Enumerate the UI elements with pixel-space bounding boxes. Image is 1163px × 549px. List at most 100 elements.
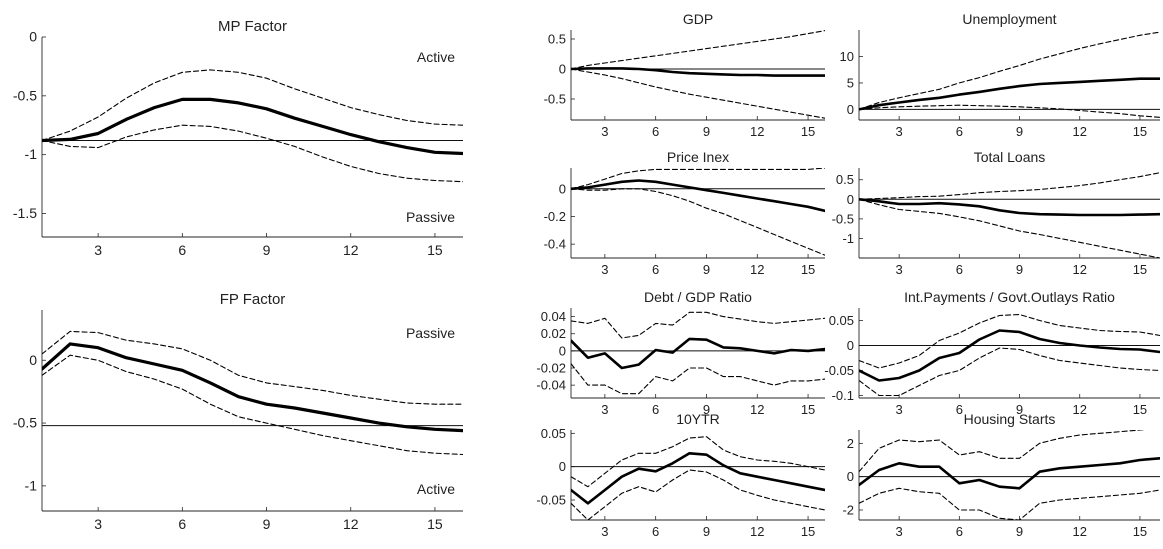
y-tick-label: 0: [559, 459, 566, 474]
panel-9: 10YTR 3 6 9 12 15 0.05 0 -0.05: [536, 411, 825, 539]
lower-band-line: [859, 198, 1160, 258]
x-tick-label: 15: [427, 242, 443, 258]
panel-3: GDP 3 6 9 12 15 0.5 0 -0.5: [544, 11, 825, 139]
y-tick-label: 0: [559, 62, 566, 77]
x-tick-label: 6: [178, 516, 186, 532]
y-tick-label: 0: [29, 29, 37, 45]
upper-band-line: [42, 69, 463, 142]
x-tick-label: 9: [703, 124, 710, 139]
x-tick-label: 6: [652, 262, 659, 277]
panel-title: Total Loans: [974, 149, 1046, 165]
lower-band-line: [42, 354, 463, 456]
panel-title: MP Factor: [218, 18, 287, 35]
panel-2: FP Factor 3 6 9 12 15 0 -0.5 -1 Passive Active: [13, 291, 463, 532]
y-tick-label: 5: [847, 75, 854, 90]
lower-band-line: [571, 188, 825, 256]
y-tick-label: 0.05: [541, 426, 566, 441]
lower-band-line: [859, 487, 1160, 520]
y-tick-label: -0.05: [536, 493, 566, 508]
panel-7: Debt / GDP Ratio 3 6 9 12 15 0.04 0.02 0 -0.02 -0.…: [536, 289, 825, 417]
y-tick-label: 2: [847, 436, 854, 451]
x-tick-label: 15: [801, 124, 815, 139]
upper-band-line: [571, 30, 825, 70]
x-tick-label: 3: [601, 124, 608, 139]
y-tick-label: 0: [559, 181, 566, 196]
x-tick-label: 3: [896, 524, 903, 539]
median-response-line: [859, 456, 1160, 490]
y-tick-label: 0.5: [836, 172, 854, 187]
median-response-line: [42, 342, 463, 433]
x-tick-label: 9: [263, 516, 271, 532]
x-tick-label: 6: [652, 402, 659, 417]
x-tick-label: 15: [1133, 402, 1147, 417]
y-tick-label: -1: [842, 231, 854, 246]
y-tick-label: -1: [25, 477, 38, 493]
panel-title: Unemployment: [962, 11, 1056, 27]
x-tick-label: 12: [750, 262, 764, 277]
x-tick-label: 15: [1133, 524, 1147, 539]
upper-band-line: [859, 313, 1160, 369]
x-tick-label: 6: [178, 242, 186, 258]
x-tick-label: 3: [896, 402, 903, 417]
y-tick-label: -1.5: [13, 205, 37, 221]
x-tick-label: 12: [750, 402, 764, 417]
x-tick-label: 15: [801, 262, 815, 277]
x-tick-label: 15: [801, 402, 815, 417]
y-tick-label: -0.5: [13, 415, 37, 431]
y-tick-label: -0.5: [832, 211, 854, 226]
x-tick-label: 3: [601, 524, 608, 539]
x-tick-label: 9: [703, 524, 710, 539]
upper-band-line: [571, 168, 825, 190]
upper-band-line: [571, 436, 825, 488]
regime-annotation: Active: [417, 49, 455, 65]
x-tick-label: 6: [652, 124, 659, 139]
upper-band-line: [859, 172, 1160, 200]
x-tick-label: 12: [750, 524, 764, 539]
x-tick-label: 12: [343, 516, 359, 532]
panel-8: Int.Payments / Govt.Outlays Ratio 3 6 9 12 15…: [824, 289, 1160, 417]
x-tick-label: 6: [956, 402, 963, 417]
y-tick-label: 0: [559, 343, 566, 358]
y-tick-label: 0: [847, 192, 854, 207]
lower-band-line: [571, 469, 825, 520]
lower-band-line: [42, 124, 463, 183]
x-tick-label: 12: [1072, 402, 1086, 417]
median-response-line: [571, 67, 825, 77]
x-tick-label: 9: [263, 242, 271, 258]
panel-title: Debt / GDP Ratio: [644, 289, 752, 305]
y-tick-label: -0.04: [536, 378, 566, 393]
x-tick-label: 3: [601, 402, 608, 417]
x-tick-label: 12: [1072, 524, 1086, 539]
panel-title: FP Factor: [220, 291, 286, 308]
median-response-line: [42, 97, 463, 156]
y-tick-label: -0.5: [13, 87, 37, 103]
lower-band-line: [571, 363, 825, 395]
upper-band-line: [859, 430, 1147, 473]
x-tick-label: 3: [896, 124, 903, 139]
x-tick-label: 9: [1016, 124, 1023, 139]
regime-annotation: Passive: [406, 209, 455, 225]
y-tick-label: 10: [840, 49, 854, 64]
panel-title: Housing Starts: [964, 411, 1056, 427]
x-tick-label: 12: [750, 124, 764, 139]
y-tick-label: -0.5: [544, 92, 566, 107]
y-tick-label: -2: [842, 503, 854, 518]
x-tick-label: 3: [896, 262, 903, 277]
y-tick-label: 0: [29, 352, 37, 368]
x-tick-label: 6: [956, 124, 963, 139]
x-tick-label: 15: [801, 524, 815, 539]
x-tick-label: 6: [652, 524, 659, 539]
median-response-line: [571, 179, 825, 213]
panel-title: GDP: [683, 11, 713, 27]
y-tick-label: 0.02: [541, 326, 566, 341]
panel-title: 10YTR: [676, 411, 720, 427]
y-tick-label: 0: [847, 102, 854, 117]
x-tick-label: 15: [427, 516, 443, 532]
panel-6: Total Loans 3 6 9 12 15 0.5 0 -0.5 -1: [832, 149, 1160, 277]
x-tick-label: 12: [1072, 262, 1086, 277]
panel-title: Int.Payments / Govt.Outlays Ratio: [904, 289, 1115, 305]
x-tick-label: 9: [1016, 402, 1023, 417]
x-tick-label: 12: [1072, 124, 1086, 139]
lower-band-line: [571, 68, 825, 119]
